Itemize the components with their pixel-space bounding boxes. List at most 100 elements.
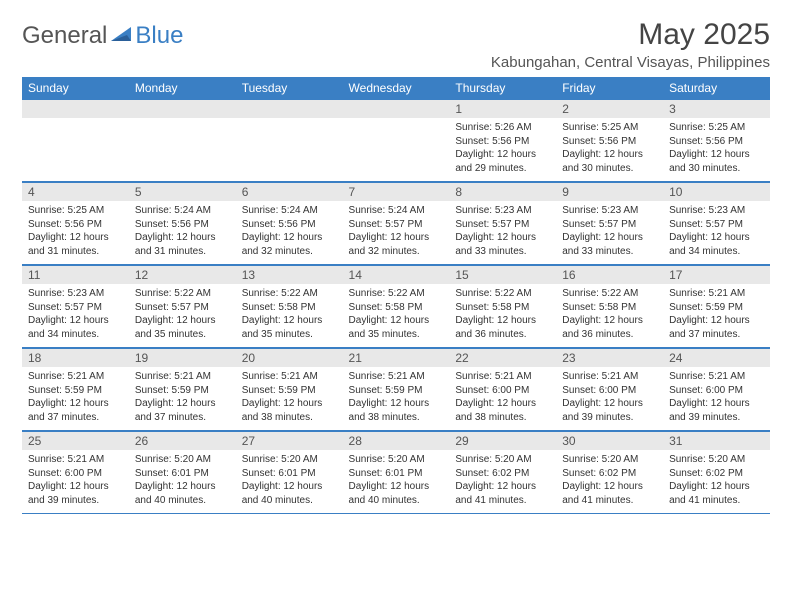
detail-line: Sunset: 6:02 PM	[455, 467, 550, 481]
day-number	[22, 99, 129, 118]
day-details: Sunrise: 5:23 AMSunset: 5:57 PMDaylight:…	[449, 201, 556, 264]
calendar-table: SundayMondayTuesdayWednesdayThursdayFrid…	[22, 77, 770, 514]
detail-line: and 39 minutes.	[562, 411, 657, 425]
detail-line: Sunset: 6:00 PM	[562, 384, 657, 398]
day-number: 28	[343, 431, 450, 450]
day-number: 3	[663, 99, 770, 118]
day-details: Sunrise: 5:23 AMSunset: 5:57 PMDaylight:…	[663, 201, 770, 264]
detail-line: Daylight: 12 hours	[455, 148, 550, 162]
detail-line: Daylight: 12 hours	[135, 397, 230, 411]
detail-line: Daylight: 12 hours	[669, 397, 764, 411]
detail-line: Sunset: 5:59 PM	[28, 384, 123, 398]
day-number: 25	[22, 431, 129, 450]
calendar-cell: 23 Sunrise: 5:21 AMSunset: 6:00 PMDayligh…	[556, 348, 663, 431]
detail-line: Sunrise: 5:24 AM	[135, 204, 230, 218]
detail-line: and 38 minutes.	[349, 411, 444, 425]
detail-line: and 40 minutes.	[135, 494, 230, 508]
detail-line: Sunrise: 5:21 AM	[349, 370, 444, 384]
title-block: May 2025 Kabungahan, Central Visayas, Ph…	[491, 18, 770, 71]
detail-line: and 35 minutes.	[242, 328, 337, 342]
day-number: 1	[449, 99, 556, 118]
detail-line: Sunset: 5:58 PM	[455, 301, 550, 315]
calendar-page: General Blue May 2025 Kabungahan, Centra…	[0, 0, 792, 532]
calendar-cell: 2Sunrise: 5:25 AMSunset: 5:56 PMDaylight…	[556, 99, 663, 182]
detail-line: and 39 minutes.	[669, 411, 764, 425]
day-number: 29	[449, 431, 556, 450]
detail-line: Sunrise: 5:25 AM	[28, 204, 123, 218]
detail-line: Sunset: 5:56 PM	[669, 135, 764, 149]
brand-logo: General Blue	[22, 22, 183, 50]
calendar-body: 1Sunrise: 5:26 AMSunset: 5:56 PMDaylight…	[22, 99, 770, 514]
detail-line: Daylight: 12 hours	[28, 480, 123, 494]
calendar-cell: 30Sunrise: 5:20 AMSunset: 6:02 PMDayligh…	[556, 431, 663, 514]
detail-line: Sunset: 6:01 PM	[135, 467, 230, 481]
calendar-week-row: 25Sunrise: 5:21 AMSunset: 6:00 PMDayligh…	[22, 431, 770, 514]
detail-line: Daylight: 12 hours	[135, 314, 230, 328]
day-details: Sunrise: 5:25 AMSunset: 5:56 PMDaylight:…	[22, 201, 129, 264]
detail-line: Sunset: 5:58 PM	[349, 301, 444, 315]
detail-line: Sunset: 5:57 PM	[135, 301, 230, 315]
calendar-cell: 28Sunrise: 5:20 AMSunset: 6:01 PMDayligh…	[343, 431, 450, 514]
detail-line: and 34 minutes.	[669, 245, 764, 259]
day-details: Sunrise: 5:26 AMSunset: 5:56 PMDaylight:…	[449, 118, 556, 181]
detail-line: Sunrise: 5:21 AM	[562, 370, 657, 384]
calendar-cell: 1Sunrise: 5:26 AMSunset: 5:56 PMDaylight…	[449, 99, 556, 182]
detail-line: Sunset: 5:58 PM	[562, 301, 657, 315]
detail-line: and 40 minutes.	[242, 494, 337, 508]
detail-line: Daylight: 12 hours	[28, 397, 123, 411]
detail-line: Daylight: 12 hours	[135, 231, 230, 245]
day-details	[129, 118, 236, 180]
calendar-cell	[22, 99, 129, 182]
day-number: 7	[343, 182, 450, 201]
detail-line: Daylight: 12 hours	[455, 231, 550, 245]
detail-line: Daylight: 12 hours	[349, 314, 444, 328]
detail-line: and 31 minutes.	[28, 245, 123, 259]
calendar-cell: 17Sunrise: 5:21 AMSunset: 5:59 PMDayligh…	[663, 265, 770, 348]
calendar-cell	[236, 99, 343, 182]
detail-line: Daylight: 12 hours	[28, 314, 123, 328]
day-number: 22	[449, 348, 556, 367]
calendar-week-row: 11Sunrise: 5:23 AMSunset: 5:57 PMDayligh…	[22, 265, 770, 348]
triangle-icon	[111, 22, 133, 50]
calendar-cell: 21Sunrise: 5:21 AMSunset: 5:59 PMDayligh…	[343, 348, 450, 431]
detail-line: Sunset: 5:56 PM	[135, 218, 230, 232]
day-details: Sunrise: 5:23 AMSunset: 5:57 PMDaylight:…	[22, 284, 129, 347]
weekday-header: Tuesday	[236, 77, 343, 99]
day-details	[22, 118, 129, 180]
calendar-week-row: 4Sunrise: 5:25 AMSunset: 5:56 PMDaylight…	[22, 182, 770, 265]
detail-line: Sunset: 6:01 PM	[242, 467, 337, 481]
detail-line: and 33 minutes.	[562, 245, 657, 259]
detail-line: Sunrise: 5:21 AM	[28, 370, 123, 384]
detail-line: and 41 minutes.	[455, 494, 550, 508]
day-number: 23	[556, 348, 663, 367]
detail-line: and 32 minutes.	[349, 245, 444, 259]
detail-line: Daylight: 12 hours	[562, 397, 657, 411]
calendar-cell: 5Sunrise: 5:24 AMSunset: 5:56 PMDaylight…	[129, 182, 236, 265]
day-details: Sunrise: 5:21 AMSunset: 5:59 PMDaylight:…	[236, 367, 343, 430]
detail-line: and 38 minutes.	[455, 411, 550, 425]
detail-line: Sunrise: 5:23 AM	[455, 204, 550, 218]
detail-line: Sunset: 6:00 PM	[455, 384, 550, 398]
calendar-cell: 27Sunrise: 5:20 AMSunset: 6:01 PMDayligh…	[236, 431, 343, 514]
detail-line: Daylight: 12 hours	[669, 231, 764, 245]
detail-line: Sunrise: 5:22 AM	[455, 287, 550, 301]
detail-line: and 33 minutes.	[455, 245, 550, 259]
detail-line: Sunset: 5:57 PM	[28, 301, 123, 315]
detail-line: Daylight: 12 hours	[349, 397, 444, 411]
detail-line: and 30 minutes.	[562, 162, 657, 176]
day-details: Sunrise: 5:20 AMSunset: 6:02 PMDaylight:…	[663, 450, 770, 513]
brand-word-2: Blue	[135, 22, 183, 50]
detail-line: Sunrise: 5:23 AM	[562, 204, 657, 218]
detail-line: Daylight: 12 hours	[242, 397, 337, 411]
detail-line: Sunset: 5:56 PM	[28, 218, 123, 232]
detail-line: and 35 minutes.	[135, 328, 230, 342]
detail-line: Sunset: 6:02 PM	[562, 467, 657, 481]
day-details: Sunrise: 5:25 AMSunset: 5:56 PMDaylight:…	[663, 118, 770, 181]
day-number: 14	[343, 265, 450, 284]
month-title: May 2025	[491, 18, 770, 52]
calendar-cell: 31Sunrise: 5:20 AMSunset: 6:02 PMDayligh…	[663, 431, 770, 514]
day-number: 20	[236, 348, 343, 367]
detail-line: Sunrise: 5:21 AM	[669, 370, 764, 384]
day-number	[343, 99, 450, 118]
detail-line: and 36 minutes.	[562, 328, 657, 342]
